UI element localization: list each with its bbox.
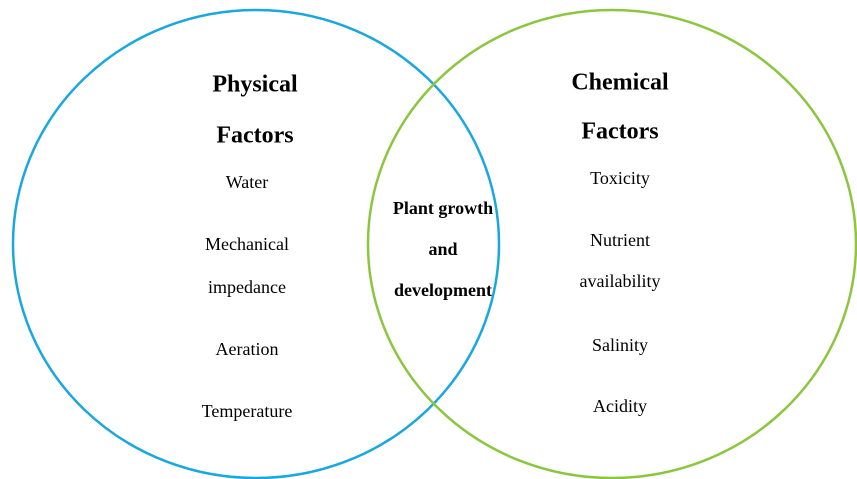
right-title: Chemical	[571, 70, 669, 96]
right-item: Salinity	[592, 335, 648, 355]
right-item: Acidity	[593, 396, 647, 416]
physical-circle	[11, 8, 501, 479]
right-item: Nutrient	[590, 230, 650, 250]
center-label: and	[428, 239, 457, 259]
left-item: impedance	[208, 277, 286, 297]
right-title: Factors	[581, 119, 658, 145]
left-title: Factors	[216, 123, 293, 149]
left-item: Mechanical	[205, 234, 289, 254]
right-item: Toxicity	[590, 168, 650, 188]
right-item: availability	[580, 271, 661, 291]
center-label: development	[394, 280, 492, 300]
left-title: Physical	[212, 72, 298, 98]
left-item: Temperature	[202, 401, 293, 421]
left-item: Water	[226, 172, 269, 192]
center-label: Plant growth	[393, 198, 493, 218]
left-item: Aeration	[216, 339, 279, 359]
chemical-circle	[366, 8, 857, 479]
